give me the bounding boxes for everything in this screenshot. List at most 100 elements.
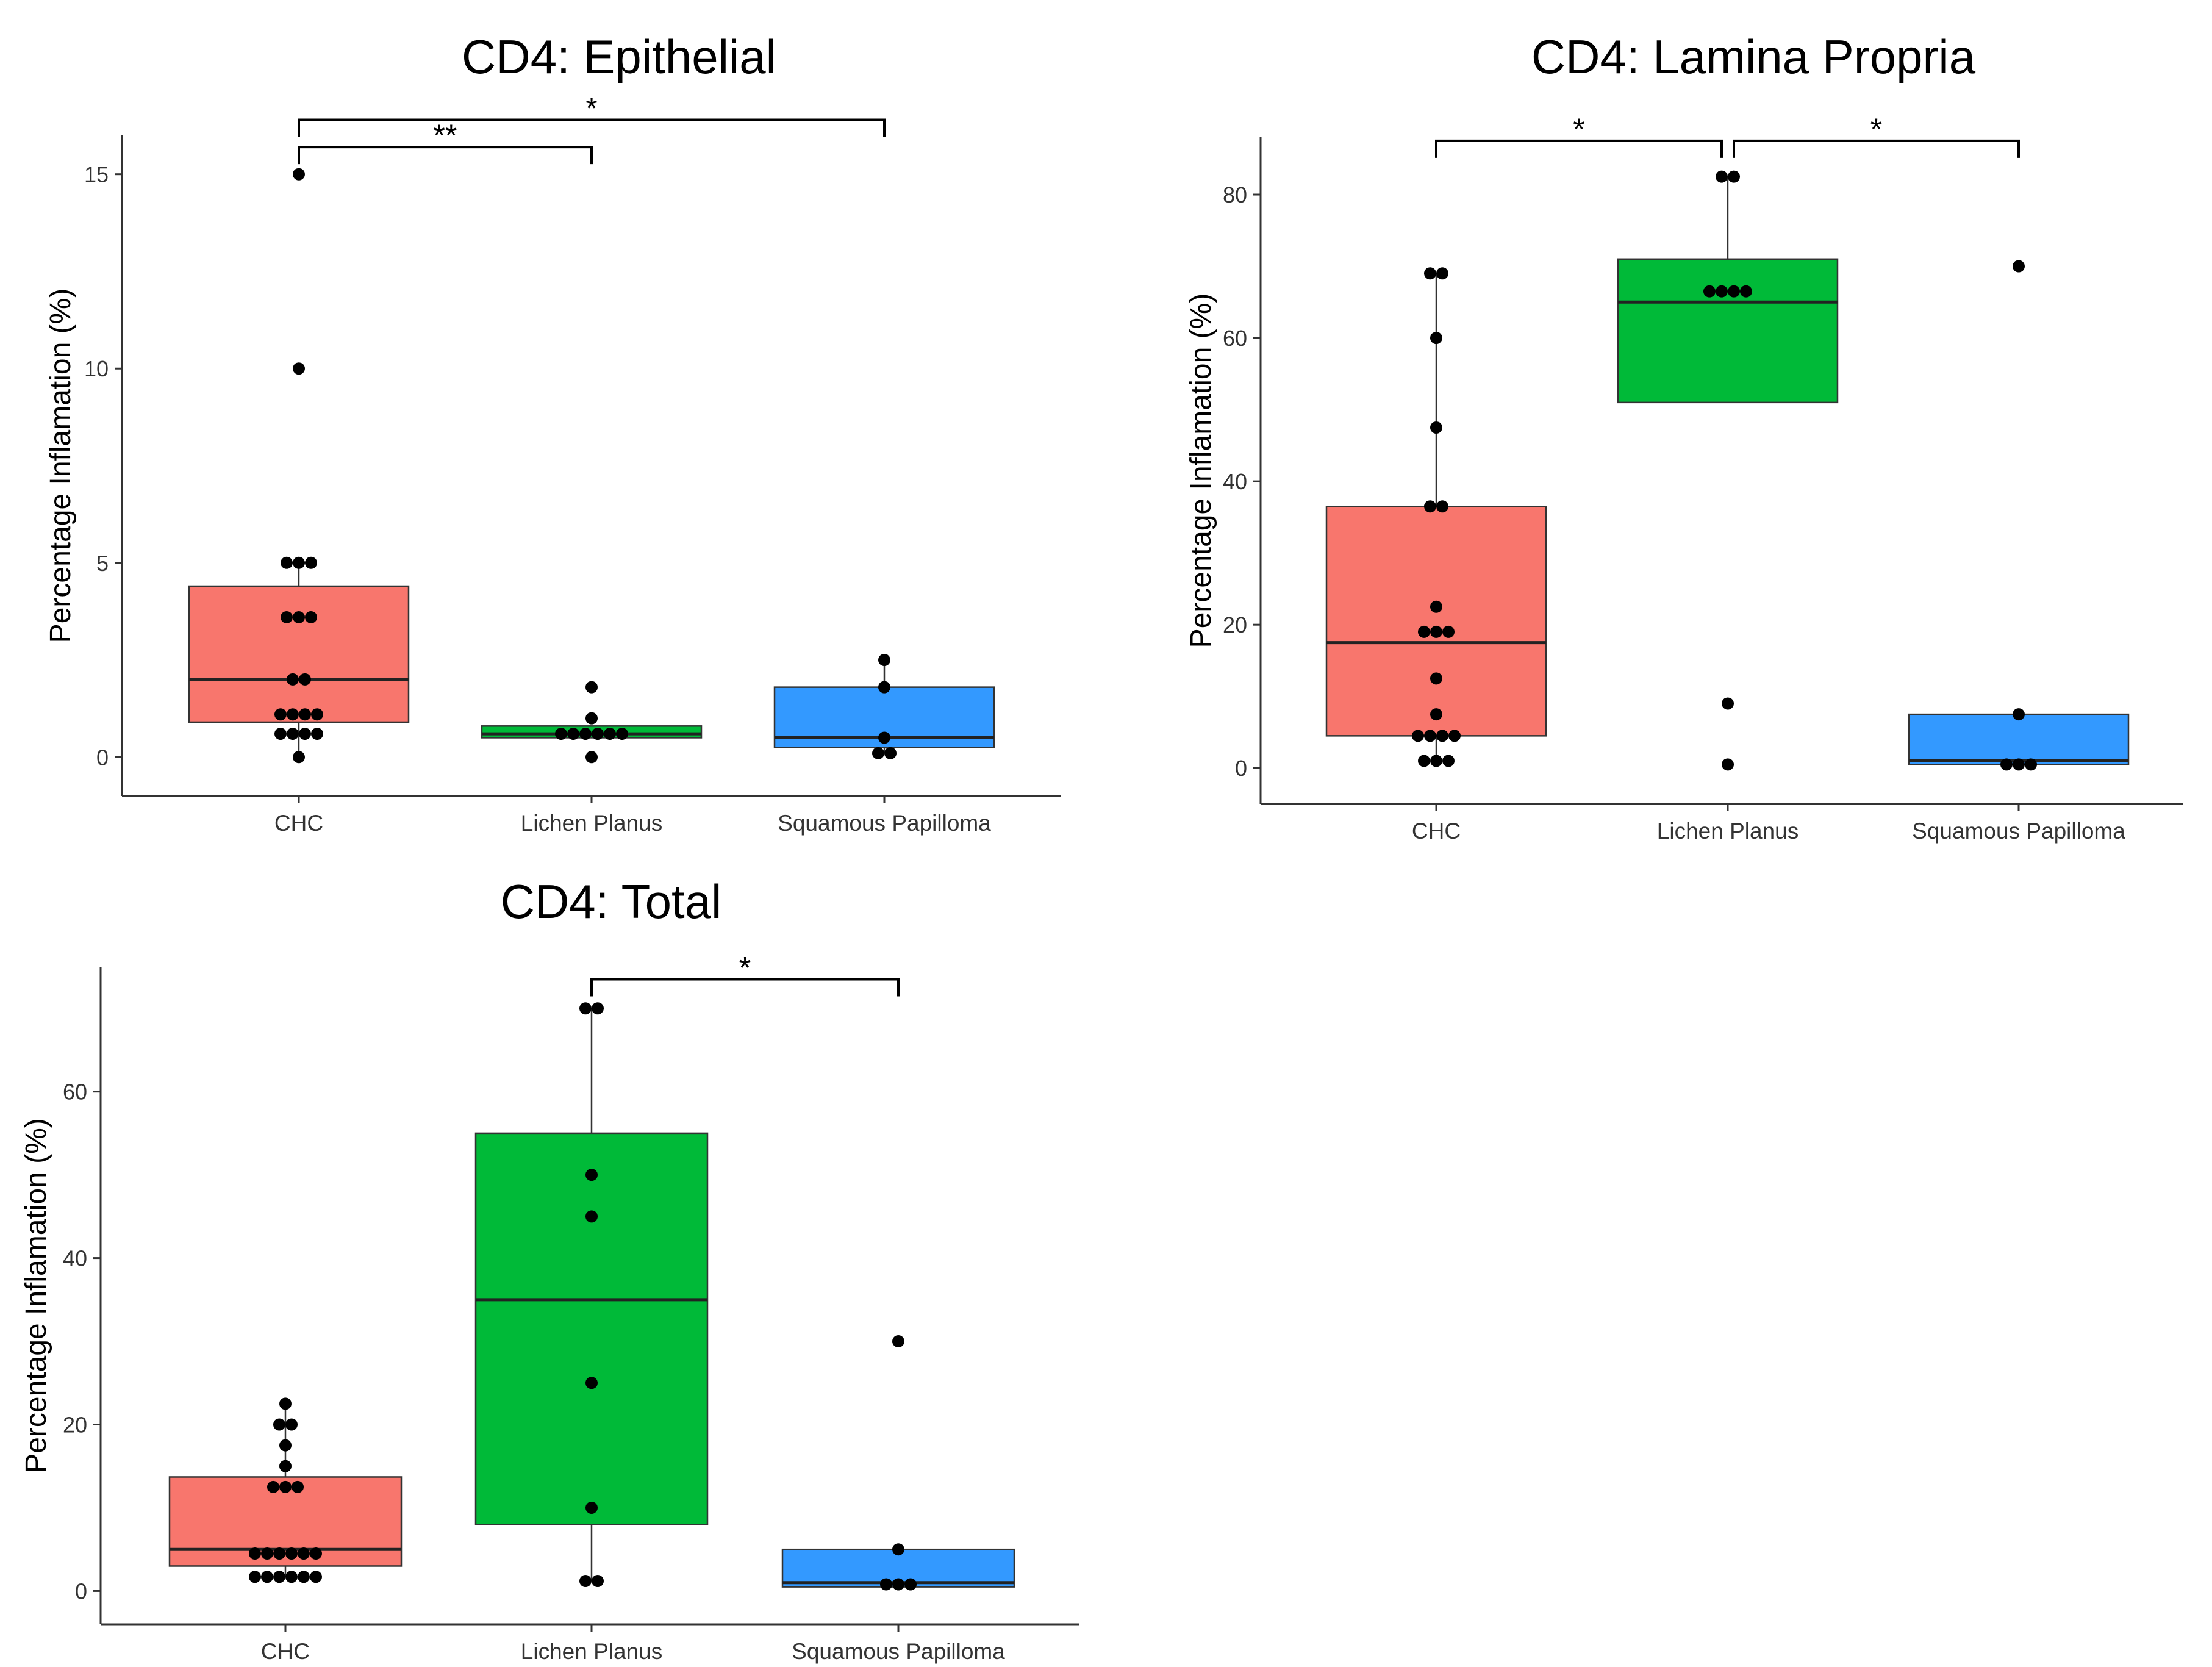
y-tick-label: 0 bbox=[96, 745, 109, 770]
x-tick-label: CHC bbox=[1412, 819, 1461, 844]
data-point bbox=[1728, 170, 1740, 183]
data-point bbox=[585, 1377, 598, 1389]
data-point bbox=[267, 1480, 279, 1493]
box bbox=[1617, 258, 1839, 404]
panels: CD4: Epithelial Percentage Inflamation (%… bbox=[20, 30, 2183, 1664]
data-point bbox=[285, 1547, 298, 1560]
chart-title: CD4: Lamina Propria bbox=[1531, 30, 1976, 84]
data-point bbox=[872, 747, 884, 759]
box bbox=[1325, 506, 1547, 737]
data-point bbox=[1424, 730, 1436, 742]
box bbox=[481, 725, 703, 739]
data-point bbox=[579, 1002, 592, 1015]
data-point bbox=[880, 1578, 892, 1591]
data-point bbox=[311, 728, 323, 740]
data-point bbox=[1722, 758, 1734, 771]
data-point bbox=[1430, 755, 1442, 767]
data-point bbox=[1412, 730, 1424, 742]
x-tick-label: Squamous Papilloma bbox=[792, 1639, 1005, 1664]
y-tick-label: 0 bbox=[1235, 756, 1247, 781]
data-point bbox=[616, 728, 628, 740]
data-point bbox=[273, 1571, 285, 1583]
box bbox=[1908, 713, 2130, 765]
significance-label: * bbox=[739, 950, 751, 984]
data-point bbox=[1728, 285, 1740, 298]
data-point bbox=[1430, 421, 1442, 434]
data-point bbox=[273, 1547, 285, 1560]
data-point bbox=[287, 708, 299, 721]
significance-label: ** bbox=[434, 118, 457, 152]
data-point bbox=[1442, 755, 1455, 767]
data-point bbox=[1430, 600, 1442, 613]
data-point bbox=[1424, 500, 1436, 513]
data-point bbox=[1716, 285, 1728, 298]
y-tick-label: 40 bbox=[63, 1246, 87, 1271]
data-point bbox=[592, 1575, 604, 1588]
data-point bbox=[1442, 625, 1455, 638]
significance-bracket bbox=[298, 118, 886, 137]
data-point bbox=[555, 728, 567, 740]
significance-bracket bbox=[590, 978, 900, 997]
data-point bbox=[293, 556, 305, 569]
data-point bbox=[1430, 332, 1442, 345]
y-tick-label: 40 bbox=[1223, 469, 1247, 494]
data-point bbox=[878, 654, 890, 667]
x-tick-label: Lichen Planus bbox=[521, 1639, 662, 1664]
y-tick-label: 20 bbox=[1223, 612, 1247, 637]
data-point bbox=[285, 1571, 298, 1583]
chart-title: CD4: Total bbox=[501, 875, 722, 928]
data-point bbox=[585, 1501, 598, 1514]
significance-label: * bbox=[585, 91, 597, 126]
data-point bbox=[892, 1543, 904, 1556]
data-point bbox=[261, 1571, 273, 1583]
data-point bbox=[293, 362, 305, 375]
y-tick-label: 0 bbox=[75, 1579, 87, 1604]
data-point bbox=[1424, 267, 1436, 280]
data-point bbox=[310, 1571, 322, 1583]
data-point bbox=[293, 751, 305, 764]
x-tick-label: CHC bbox=[261, 1639, 310, 1664]
data-point bbox=[585, 712, 598, 725]
data-point bbox=[592, 1002, 604, 1015]
data-point bbox=[2000, 758, 2013, 771]
data-point bbox=[299, 673, 311, 686]
y-tick-label: 80 bbox=[1223, 182, 1247, 207]
y-axis-label: Percentage Inflamation (%) bbox=[1185, 293, 1217, 648]
data-point bbox=[298, 1571, 310, 1583]
data-point bbox=[878, 731, 890, 744]
chart-total: CD4: Total Percentage Inflamation (%) 0 20 4… bbox=[20, 875, 1079, 1664]
data-point bbox=[1418, 625, 1430, 638]
data-point bbox=[892, 1578, 904, 1591]
y-tick-label: 20 bbox=[63, 1413, 87, 1438]
data-point bbox=[1448, 730, 1461, 742]
data-point bbox=[604, 728, 616, 740]
significance-label: * bbox=[1870, 112, 1882, 146]
data-point bbox=[261, 1547, 273, 1560]
data-point bbox=[1436, 500, 1448, 513]
data-point bbox=[884, 747, 897, 759]
y-axis-label: Percentage Inflamation (%) bbox=[45, 289, 77, 643]
x-tick-label: Squamous Papilloma bbox=[1912, 819, 2125, 844]
data-point bbox=[892, 1335, 904, 1348]
y-tick-label: 5 bbox=[96, 551, 109, 576]
data-point bbox=[2025, 758, 2037, 771]
data-point bbox=[279, 1397, 292, 1410]
data-point bbox=[1436, 730, 1448, 742]
data-point bbox=[1430, 672, 1442, 685]
data-point bbox=[1703, 285, 1716, 298]
data-point bbox=[287, 673, 299, 686]
data-point bbox=[293, 611, 305, 623]
data-point bbox=[567, 728, 579, 740]
y-tick-label: 60 bbox=[63, 1080, 87, 1105]
data-point bbox=[2013, 708, 2025, 721]
data-point bbox=[305, 556, 317, 569]
data-point bbox=[293, 168, 305, 181]
data-point bbox=[281, 611, 293, 623]
data-point bbox=[310, 1547, 322, 1560]
data-point bbox=[279, 1460, 292, 1472]
data-point bbox=[281, 556, 293, 569]
data-point bbox=[585, 1169, 598, 1181]
y-axis-label: Percentage Inflamation (%) bbox=[20, 1118, 52, 1473]
